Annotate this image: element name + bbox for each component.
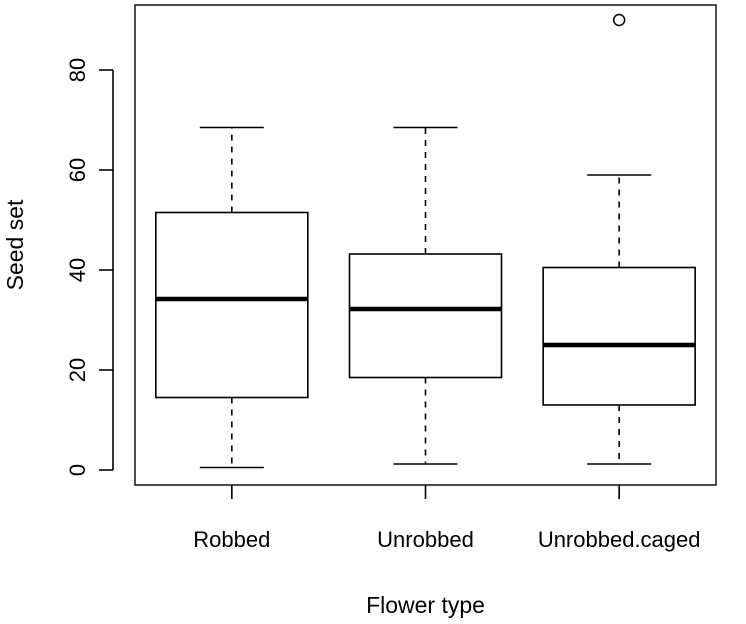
iqr-box xyxy=(155,211,309,399)
x-axis-label: Flower type xyxy=(366,592,485,618)
x-tick-label: Robbed xyxy=(193,527,270,552)
box-unrobbed-caged xyxy=(542,13,696,465)
iqr-box xyxy=(348,253,503,379)
x-tick-label: Unrobbed xyxy=(377,527,474,552)
y-tick-label: 60 xyxy=(65,158,90,182)
y-axis: 0 20 40 60 80 xyxy=(65,58,114,476)
y-axis-label: Seed set xyxy=(2,199,28,290)
box-unrobbed xyxy=(348,126,503,465)
boxes-group xyxy=(155,13,696,469)
y-tick-label: 20 xyxy=(65,358,90,382)
x-tick-label: Unrobbed.caged xyxy=(538,527,701,552)
outlier-point xyxy=(612,13,626,27)
iqr-box xyxy=(542,266,696,406)
x-axis: Robbed Unrobbed Unrobbed.caged xyxy=(193,485,701,552)
y-tick-label: 40 xyxy=(65,258,90,282)
y-tick-label: 80 xyxy=(65,58,90,82)
y-tick-label: 0 xyxy=(65,464,90,476)
box-robbed xyxy=(155,126,309,469)
